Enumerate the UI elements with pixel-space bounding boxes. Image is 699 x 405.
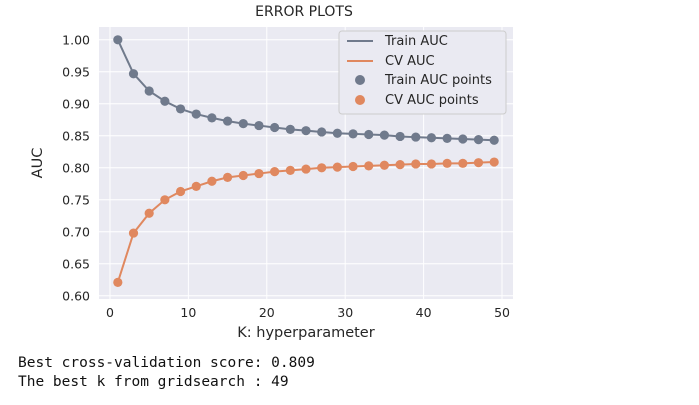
- point-train-auc: [113, 35, 123, 45]
- point-cv-auc: [128, 228, 139, 238]
- x-tick-label: 20: [259, 305, 275, 320]
- point-cv-auc: [175, 186, 186, 197]
- point-train-auc: [442, 133, 452, 143]
- point-train-auc: [301, 126, 311, 136]
- x-tick-label: 10: [180, 305, 196, 320]
- point-train-auc: [144, 86, 154, 96]
- point-cv-auc: [442, 158, 452, 168]
- y-tick-label: 0.70: [62, 224, 90, 239]
- point-cv-auc: [222, 172, 233, 182]
- point-cv-auc: [395, 160, 405, 170]
- point-train-auc: [317, 127, 327, 137]
- point-cv-auc: [348, 161, 358, 172]
- point-cv-auc: [160, 195, 170, 205]
- y-tick-label: 0.95: [62, 64, 90, 79]
- point-train-auc: [128, 69, 139, 79]
- y-axis-label: AUC: [30, 148, 46, 179]
- point-cv-auc: [238, 170, 248, 181]
- y-tick-label: 0.65: [62, 256, 90, 271]
- point-train-auc: [348, 129, 358, 139]
- y-tick-label: 0.85: [62, 128, 90, 143]
- x-tick-label: 0: [106, 305, 114, 320]
- point-train-auc: [238, 119, 248, 129]
- point-cv-auc: [379, 160, 390, 170]
- point-train-auc: [395, 131, 405, 142]
- legend-label-cv-auc-points: CV AUC points: [385, 93, 479, 108]
- console-output: Best cross-validation score: 0.809 The be…: [18, 354, 315, 392]
- point-cv-auc: [144, 208, 154, 218]
- legend-marker-cv-auc-points: [355, 95, 365, 105]
- point-train-auc: [207, 113, 217, 123]
- y-tick-label: 0.80: [62, 160, 90, 175]
- legend-label-train-auc: Train AUC: [384, 34, 448, 49]
- point-train-auc: [364, 129, 374, 140]
- point-train-auc: [458, 134, 468, 144]
- legend-box: [338, 30, 507, 115]
- point-train-auc: [379, 130, 390, 140]
- point-train-auc: [489, 135, 499, 145]
- chart-title: ERROR PLOTS: [255, 4, 353, 20]
- point-train-auc: [175, 104, 186, 114]
- x-tick-label: 40: [416, 305, 432, 320]
- point-cv-auc: [473, 158, 484, 168]
- point-train-auc: [426, 133, 437, 143]
- error-plots-chart: ERROR PLOTS 0 10 20 30 40 50 0.60 0.65 0.70 0.75…: [30, 4, 513, 341]
- best-score-line: Best cross-validation score: 0.809: [18, 355, 315, 371]
- point-cv-auc: [458, 158, 468, 168]
- x-tick-labels: 0 10 20 30 40 50: [106, 305, 510, 320]
- x-tick-label: 30: [337, 305, 353, 320]
- point-train-auc: [254, 120, 264, 131]
- point-cv-auc: [270, 167, 280, 177]
- y-tick-label: 1.00: [62, 32, 90, 47]
- y-tick-labels: 0.60 0.65 0.70 0.75 0.80 0.85 0.90 0.95 1.00: [62, 32, 90, 303]
- point-cv-auc: [191, 181, 201, 191]
- point-cv-auc: [254, 168, 264, 179]
- point-cv-auc: [285, 165, 295, 175]
- point-cv-auc: [364, 161, 374, 171]
- point-train-auc: [222, 116, 233, 126]
- point-cv-auc: [411, 159, 421, 169]
- point-train-auc: [411, 132, 421, 142]
- point-cv-auc: [301, 164, 311, 174]
- x-tick-label: 50: [494, 305, 510, 320]
- point-cv-auc: [113, 277, 123, 287]
- legend-label-train-auc-points: Train AUC points: [384, 73, 492, 88]
- point-train-auc: [473, 135, 484, 145]
- x-axis-label: K: hyperparameter: [237, 325, 374, 341]
- legend: Train AUC CV AUC Train AUC points CV AUC…: [338, 30, 507, 115]
- point-train-auc: [160, 96, 170, 106]
- point-cv-auc: [489, 157, 499, 167]
- point-train-auc: [270, 122, 280, 133]
- best-k-line: The best k from gridsearch : 49: [18, 374, 289, 390]
- point-train-auc: [285, 124, 295, 134]
- y-tick-label: 0.90: [62, 96, 90, 111]
- point-cv-auc: [207, 176, 217, 186]
- point-train-auc: [191, 109, 201, 119]
- legend-label-cv-auc: CV AUC: [385, 54, 435, 69]
- point-cv-auc: [426, 159, 437, 169]
- series-layer: [113, 35, 499, 287]
- point-cv-auc: [332, 162, 342, 172]
- y-tick-label: 0.60: [62, 288, 90, 303]
- point-train-auc: [332, 128, 342, 138]
- y-tick-label: 0.75: [62, 192, 90, 207]
- legend-marker-train-auc-points: [355, 75, 365, 85]
- point-cv-auc: [317, 163, 327, 173]
